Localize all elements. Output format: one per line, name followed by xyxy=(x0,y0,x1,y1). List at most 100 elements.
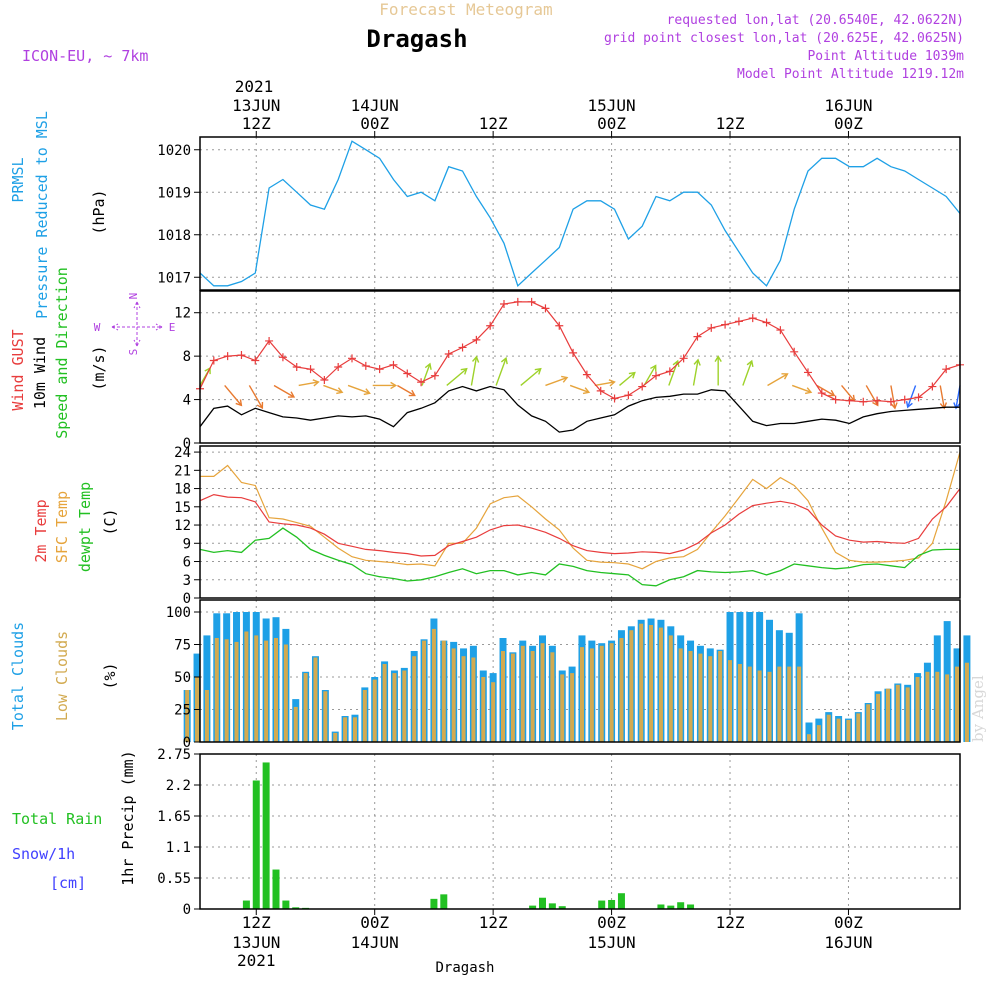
rain-bar xyxy=(538,897,546,909)
wind-vector xyxy=(841,385,855,402)
gust-marker xyxy=(776,326,785,335)
panel-frame-pressure xyxy=(199,136,961,291)
total-cloud-bar xyxy=(203,635,211,742)
bottom-hour-label: 00Z xyxy=(597,913,626,932)
gust-marker xyxy=(251,356,260,365)
wind-vector xyxy=(520,368,542,386)
low-cloud-bar xyxy=(224,639,229,742)
data-layer xyxy=(183,140,971,909)
y-tick-label: 3 xyxy=(183,573,191,589)
y-tick-label: 12 xyxy=(174,518,191,534)
low-cloud-bar xyxy=(649,625,654,742)
total-rain-label: Total Rain xyxy=(12,810,102,828)
panel-frame-wind xyxy=(199,290,961,444)
top-date-label: 13JUN xyxy=(232,96,280,115)
gust-marker xyxy=(306,365,315,374)
gust-marker xyxy=(375,365,384,374)
y-tick-label: 1.1 xyxy=(166,840,191,856)
wind-vector-head xyxy=(256,401,264,410)
gust-marker xyxy=(596,386,605,395)
rain-bar xyxy=(282,900,290,909)
wind-vector-head xyxy=(336,387,344,395)
gust-marker xyxy=(430,371,439,380)
compass-e-icon: E xyxy=(169,321,176,334)
low-cloud-bar xyxy=(402,670,407,742)
gust-marker xyxy=(417,378,426,387)
gust-marker xyxy=(209,356,218,365)
y-tick-label: 100 xyxy=(166,605,191,621)
compass-s-icon: S xyxy=(127,349,140,356)
bottom-date-label: 16JUN xyxy=(824,933,872,952)
grid-layer xyxy=(200,137,960,910)
y-tick-label: 50 xyxy=(174,670,191,686)
rain-bar xyxy=(430,898,438,909)
pressure-label-reduced: Pressure Reduced to MSL xyxy=(33,111,51,319)
gust-marker xyxy=(734,317,743,326)
low-cloud-bar xyxy=(846,719,851,742)
low-cloud-bar xyxy=(757,670,762,742)
gust-marker xyxy=(569,348,578,357)
wind-vector xyxy=(470,356,478,386)
wind-vector xyxy=(594,381,615,387)
model-altitude: Model Point Altitude 1219.12m xyxy=(737,67,964,82)
gust-marker xyxy=(458,343,467,352)
low-cloud-bar xyxy=(491,682,496,742)
low-cloud-bar xyxy=(599,645,604,742)
rain-bar xyxy=(677,902,685,909)
gust-marker xyxy=(914,393,923,402)
low-cloud-bar xyxy=(925,671,930,742)
low-cloud-bar xyxy=(678,648,683,742)
year-label-top: 2021 xyxy=(235,77,274,96)
gust-marker xyxy=(403,369,412,378)
low-cloud-bar xyxy=(501,651,506,742)
top-hour-label: 12Z xyxy=(479,114,508,133)
y-tick-label: 0.55 xyxy=(157,871,191,887)
bottom-hour-label: 00Z xyxy=(834,913,863,932)
y-tick-label: 0 xyxy=(183,591,191,607)
wind-vector xyxy=(273,384,295,398)
y-tick-label: 25 xyxy=(174,703,191,719)
requested-coords: requested lon,lat (20.6540E, 42.0622N) xyxy=(667,13,964,28)
bottom-date-label: 14JUN xyxy=(351,933,399,952)
gust-marker xyxy=(679,354,688,363)
compass-w-icon: W xyxy=(94,321,101,334)
gust-marker xyxy=(334,363,343,371)
pressure-label-prmsl: PRMSL xyxy=(9,157,27,202)
rain-bar xyxy=(598,900,606,909)
y-tick-label: 21 xyxy=(174,463,191,479)
low-cloud-bar xyxy=(658,627,663,742)
top-date-label: 15JUN xyxy=(587,96,635,115)
y-tick-label: 75 xyxy=(174,638,191,654)
wind-vector-head xyxy=(312,379,320,387)
rain-bar xyxy=(272,869,280,909)
wind-vector-head xyxy=(534,367,542,375)
rain-bar xyxy=(608,899,616,909)
gust-marker xyxy=(389,360,398,369)
point-altitude: Point Altitude 1039m xyxy=(807,49,964,64)
wind-vector-head xyxy=(804,387,813,395)
low-cloud-bar xyxy=(668,635,673,742)
gust-marker xyxy=(320,376,329,385)
low-cloud-bar xyxy=(737,664,742,742)
label-layer: 1017101810191020048120369121518212402550… xyxy=(9,96,873,970)
wind-vector-head xyxy=(890,402,898,410)
gust-marker xyxy=(265,336,274,345)
low-cloud-bar xyxy=(767,671,772,742)
compass-rose-icon xyxy=(111,301,163,347)
gust-marker xyxy=(292,363,301,371)
gust-marker xyxy=(886,397,895,406)
low-cloud-bar xyxy=(520,645,525,742)
low-cloud-bar xyxy=(787,666,792,742)
low-cloud-bar xyxy=(274,638,278,742)
panel-frame-precipitation xyxy=(199,753,961,910)
gust-marker xyxy=(928,382,937,391)
wind-vector xyxy=(742,360,753,386)
y-tick-label: 1017 xyxy=(157,270,191,286)
wind-vector-head xyxy=(828,389,836,397)
precip-unit: 1hr Precip (mm) xyxy=(119,750,137,885)
gust-marker xyxy=(361,361,370,370)
total-cloud-bar xyxy=(805,722,813,742)
panel-frame-clouds xyxy=(199,599,961,743)
temp-sfc-label: SFC Temp xyxy=(53,491,71,563)
wind-vector-head xyxy=(500,356,508,365)
